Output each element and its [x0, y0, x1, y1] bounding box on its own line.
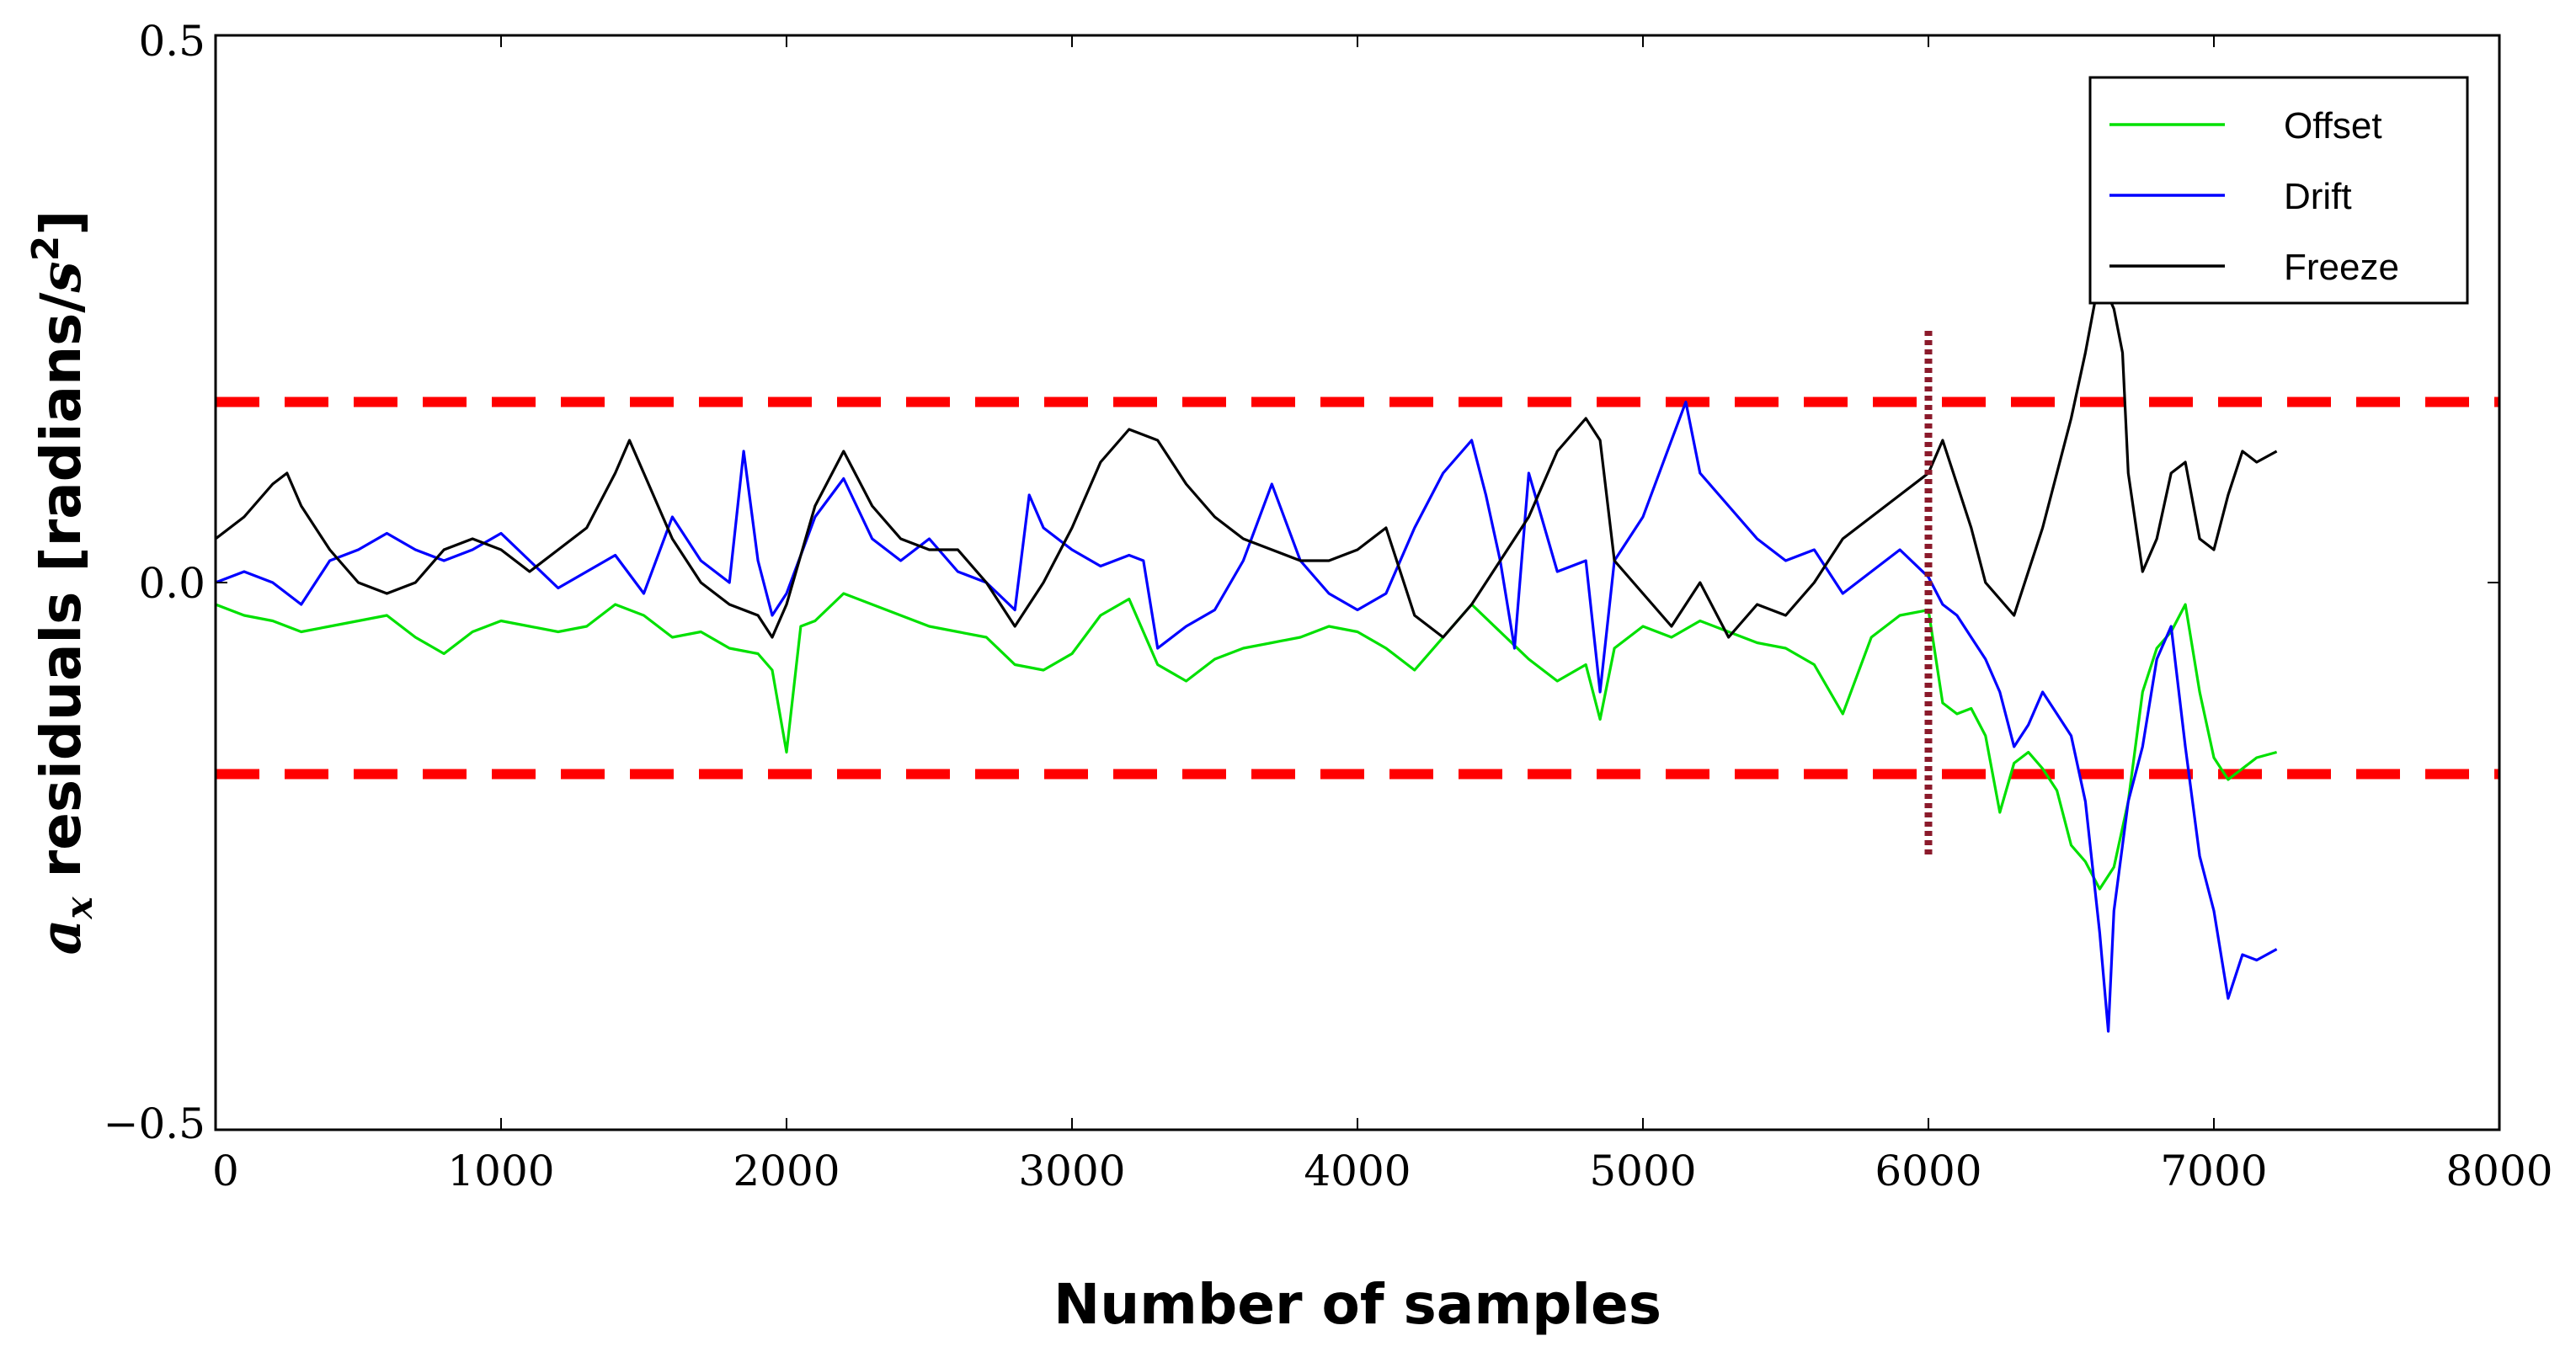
- y-axis-title-symbol: a: [28, 919, 93, 955]
- threshold-layer: [216, 397, 2499, 780]
- legend: Offset Drift Freeze: [2088, 76, 2469, 305]
- x-tick-label: 6000: [1875, 1147, 1981, 1195]
- series-layer: [216, 274, 2278, 1033]
- y-axis-title-end: ]: [29, 210, 93, 236]
- series-line-drift: [216, 400, 2278, 1033]
- y-axis-title-unit: s: [28, 261, 93, 293]
- y-axis-title-exponent: 2: [24, 236, 67, 262]
- x-tick-label: 2000: [733, 1147, 840, 1195]
- y-axis-ticks: −0.5 0.0 0.5: [104, 17, 2499, 1148]
- legend-label-freeze: Freeze: [2284, 247, 2399, 288]
- legend-box: [2088, 76, 2469, 305]
- y-tick-label: 0.0: [138, 559, 205, 608]
- legend-label-drift: Drift: [2284, 176, 2352, 217]
- x-tick-label: 3000: [1018, 1147, 1125, 1195]
- y-axis-title: ax residuals [radians/s2]: [24, 210, 101, 955]
- x-tick-label: 4000: [1304, 1147, 1411, 1195]
- series-line-freeze: [216, 274, 2278, 639]
- series-line-offset: [216, 592, 2278, 891]
- y-tick-label: 0.5: [138, 17, 205, 66]
- y-tick-label: −0.5: [104, 1099, 205, 1148]
- x-tick-label: 8000: [2445, 1147, 2552, 1195]
- x-tick-label: 5000: [1589, 1147, 1696, 1195]
- y-axis-title-subscript: x: [58, 897, 101, 920]
- legend-label-offset: Offset: [2284, 105, 2382, 146]
- x-tick-label: 7000: [2160, 1147, 2267, 1195]
- x-axis-ticks: 0 1000 2000 3000 4000 5000 6000 7000 8000: [212, 35, 2553, 1195]
- x-tick-label: 1000: [447, 1147, 554, 1195]
- y-axis-title-middle: residuals [radians/: [29, 292, 93, 897]
- x-tick-label: 0: [212, 1147, 239, 1195]
- x-axis-title: Number of samples: [1053, 1272, 1661, 1337]
